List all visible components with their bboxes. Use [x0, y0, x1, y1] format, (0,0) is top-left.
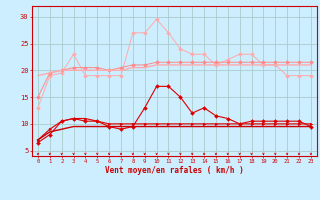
X-axis label: Vent moyen/en rafales ( km/h ): Vent moyen/en rafales ( km/h ): [105, 166, 244, 175]
